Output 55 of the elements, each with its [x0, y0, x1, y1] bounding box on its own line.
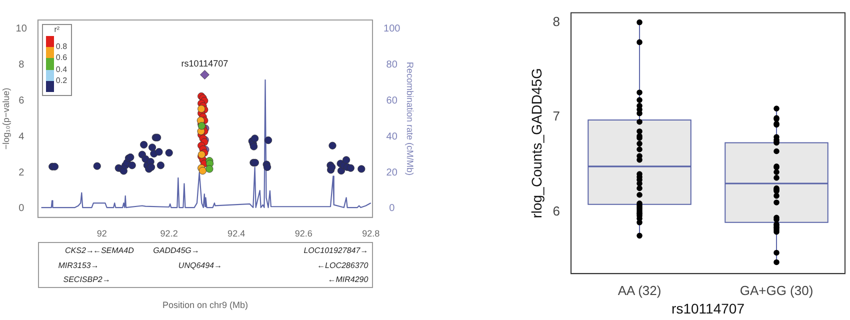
x-tick-label: 92.8 — [362, 228, 380, 238]
y2-tick-label: 80 — [386, 60, 398, 71]
point — [358, 165, 366, 173]
annotation: 0.8 — [56, 42, 68, 52]
y2-axis-title: Recombination rate (cM/Mb) — [405, 62, 416, 176]
y2-tick-label: 100 — [384, 24, 401, 35]
y-axis-title: −log₁₀(p−value) — [0, 88, 11, 150]
point — [147, 163, 156, 171]
x-axis-title: Position on chr9 (Mb) — [162, 300, 248, 310]
point — [156, 162, 164, 170]
x-tick-label: 92.4 — [228, 228, 246, 238]
y-tick-label: 6 — [552, 204, 560, 219]
annotation: 0.6 — [56, 53, 68, 64]
point — [148, 144, 156, 152]
point — [93, 162, 101, 170]
y-tick-label: 8 — [18, 60, 25, 71]
y-tick-label: 2 — [18, 167, 25, 178]
point — [128, 162, 136, 170]
gene-track-frame: CKS2→←SEMA4D GADD45G→ LOC101927847→ MIR3153→ UNQ6494→ ←LOC286370 SECISBP2→ ←MIR4290 — [38, 242, 372, 288]
y-tick-label: 6 — [18, 96, 25, 107]
point — [342, 156, 350, 164]
point — [250, 142, 258, 150]
point — [50, 162, 59, 170]
point — [346, 164, 354, 172]
point — [155, 148, 163, 156]
y-tick-label: 0 — [18, 203, 25, 214]
x-tick-label: GA+GG (30) — [740, 282, 814, 298]
x-tick-label: 92.2 — [160, 228, 178, 238]
x-tick-label: 92.6 — [294, 228, 312, 238]
y-tick-label: 7 — [552, 108, 560, 124]
point — [206, 165, 214, 173]
y-tick-label: 8 — [552, 14, 560, 29]
y-axis-title: rlog_Counts_GADD45G — [528, 68, 544, 218]
point — [198, 166, 206, 175]
annotation: 0.4 — [56, 64, 68, 75]
point — [328, 142, 336, 150]
point — [263, 163, 272, 171]
x-axis-title: rs10114707 — [672, 300, 745, 316]
color-bar-title: r² — [53, 25, 61, 35]
y-tick-label: 10 — [16, 24, 28, 35]
y2-tick-label: 20 — [386, 167, 398, 178]
x-tick-label: AA (32) — [618, 282, 662, 298]
y2-tick-label: 0 — [389, 203, 396, 214]
point — [140, 140, 148, 149]
point — [200, 70, 210, 80]
y2-tick-label: 60 — [386, 96, 398, 107]
x-tick-label: 92 — [96, 228, 107, 238]
annotation: 0.2 — [56, 76, 68, 86]
y-tick-label: 4 — [18, 131, 25, 142]
point — [251, 134, 259, 142]
point — [198, 105, 206, 113]
annotation: rs10114707 — [181, 58, 228, 69]
point — [264, 136, 272, 144]
point — [165, 148, 173, 157]
y2-tick-label: 40 — [386, 131, 398, 142]
